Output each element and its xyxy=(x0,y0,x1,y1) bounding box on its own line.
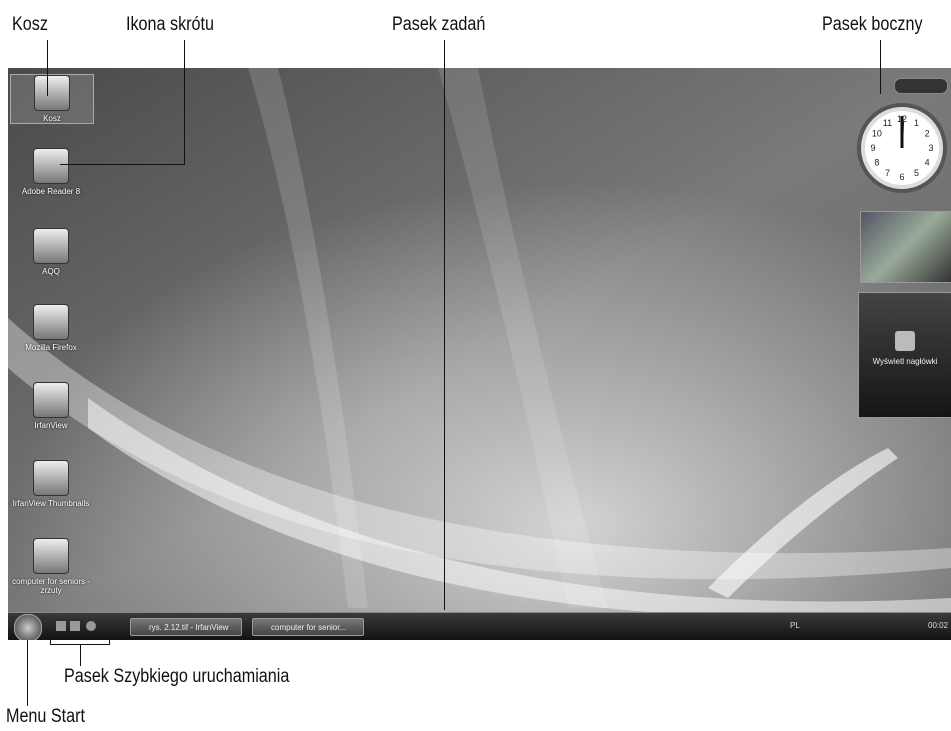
quick-launch-icon[interactable] xyxy=(56,621,66,631)
icon-glyph xyxy=(33,148,69,184)
desktop-icon[interactable]: Mozilla Firefox xyxy=(10,304,92,352)
callout-line xyxy=(27,640,28,706)
feed-text: Wyświetl nagłówki xyxy=(872,357,938,366)
callout-label: Ikona skrótu xyxy=(126,14,214,35)
icon-label: AQQ xyxy=(42,267,60,276)
clock-number: 3 xyxy=(928,143,933,153)
start-button[interactable] xyxy=(14,614,42,640)
tray-clock[interactable]: 00:02 xyxy=(928,621,949,630)
task-button[interactable]: rys. 2.12.tif - IrfanView xyxy=(130,618,242,636)
callout-line xyxy=(80,644,81,666)
desktop-icon[interactable]: Adobe Reader 8 xyxy=(10,148,92,196)
callout-line xyxy=(184,40,185,165)
desktop: Kosz Adobe Reader 8 AQQ Mozilla Firefox Irfa… xyxy=(8,68,951,640)
language-indicator[interactable]: PL xyxy=(790,621,800,630)
sidebar-controls[interactable] xyxy=(894,78,948,94)
clock-number: 1 xyxy=(914,118,919,128)
callout-label: Kosz xyxy=(12,14,48,35)
desktop-icon[interactable]: computer for seniors - zrzuty xyxy=(10,538,92,595)
desktop-icon[interactable]: Kosz xyxy=(10,74,94,124)
desktop-icon[interactable]: IrfanView xyxy=(10,382,92,430)
clock-number: 5 xyxy=(914,168,919,178)
callout-line xyxy=(47,40,48,96)
clock-number: 10 xyxy=(872,129,882,139)
callout-label: Pasek zadań xyxy=(392,14,486,35)
clock-number: 7 xyxy=(885,168,890,178)
feed-gadget[interactable]: Wyświetl nagłówki xyxy=(858,292,951,418)
task-button[interactable]: computer for senior... xyxy=(252,618,364,636)
desktop-icon[interactable]: AQQ xyxy=(10,228,92,276)
callout-line xyxy=(880,40,881,94)
callout-label: Pasek boczny xyxy=(822,14,923,35)
callout-line xyxy=(60,164,185,165)
quick-launch-icon[interactable] xyxy=(70,621,80,631)
icon-label: Kosz xyxy=(43,114,61,123)
icon-label: Mozilla Firefox xyxy=(25,343,77,352)
desktop-icon[interactable]: IrfanView Thumbnails xyxy=(10,460,92,508)
callout-label: Pasek Szybkiego uruchamiania xyxy=(64,666,290,687)
icon-label: computer for seniors - zrzuty xyxy=(12,577,90,595)
clock-number: 12 xyxy=(897,114,907,124)
icon-label: Adobe Reader 8 xyxy=(21,187,81,196)
icon-glyph xyxy=(34,75,70,111)
clock-number: 9 xyxy=(870,143,875,153)
icon-glyph xyxy=(33,538,69,574)
icon-label: IrfanView xyxy=(34,421,68,430)
callout-line xyxy=(444,40,445,610)
slideshow-gadget[interactable] xyxy=(860,211,951,283)
taskbar: rys. 2.12.tif - IrfanView computer for se… xyxy=(8,612,951,640)
icon-glyph xyxy=(33,382,69,418)
icon-label: IrfanView Thumbnails xyxy=(12,499,90,508)
feed-icon xyxy=(895,331,915,351)
quick-launch-icon[interactable] xyxy=(86,621,96,631)
clock-number: 11 xyxy=(883,118,892,128)
callout-label: Menu Start xyxy=(6,706,85,727)
clock-number: 6 xyxy=(899,172,904,182)
clock-number: 4 xyxy=(925,158,930,168)
callout-line xyxy=(109,636,110,645)
clock-number: 2 xyxy=(925,129,930,139)
icon-glyph xyxy=(33,304,69,340)
callout-line xyxy=(50,636,51,645)
icon-glyph xyxy=(33,460,69,496)
wallpaper xyxy=(8,68,951,640)
icon-glyph xyxy=(33,228,69,264)
clock-number: 8 xyxy=(874,158,879,168)
